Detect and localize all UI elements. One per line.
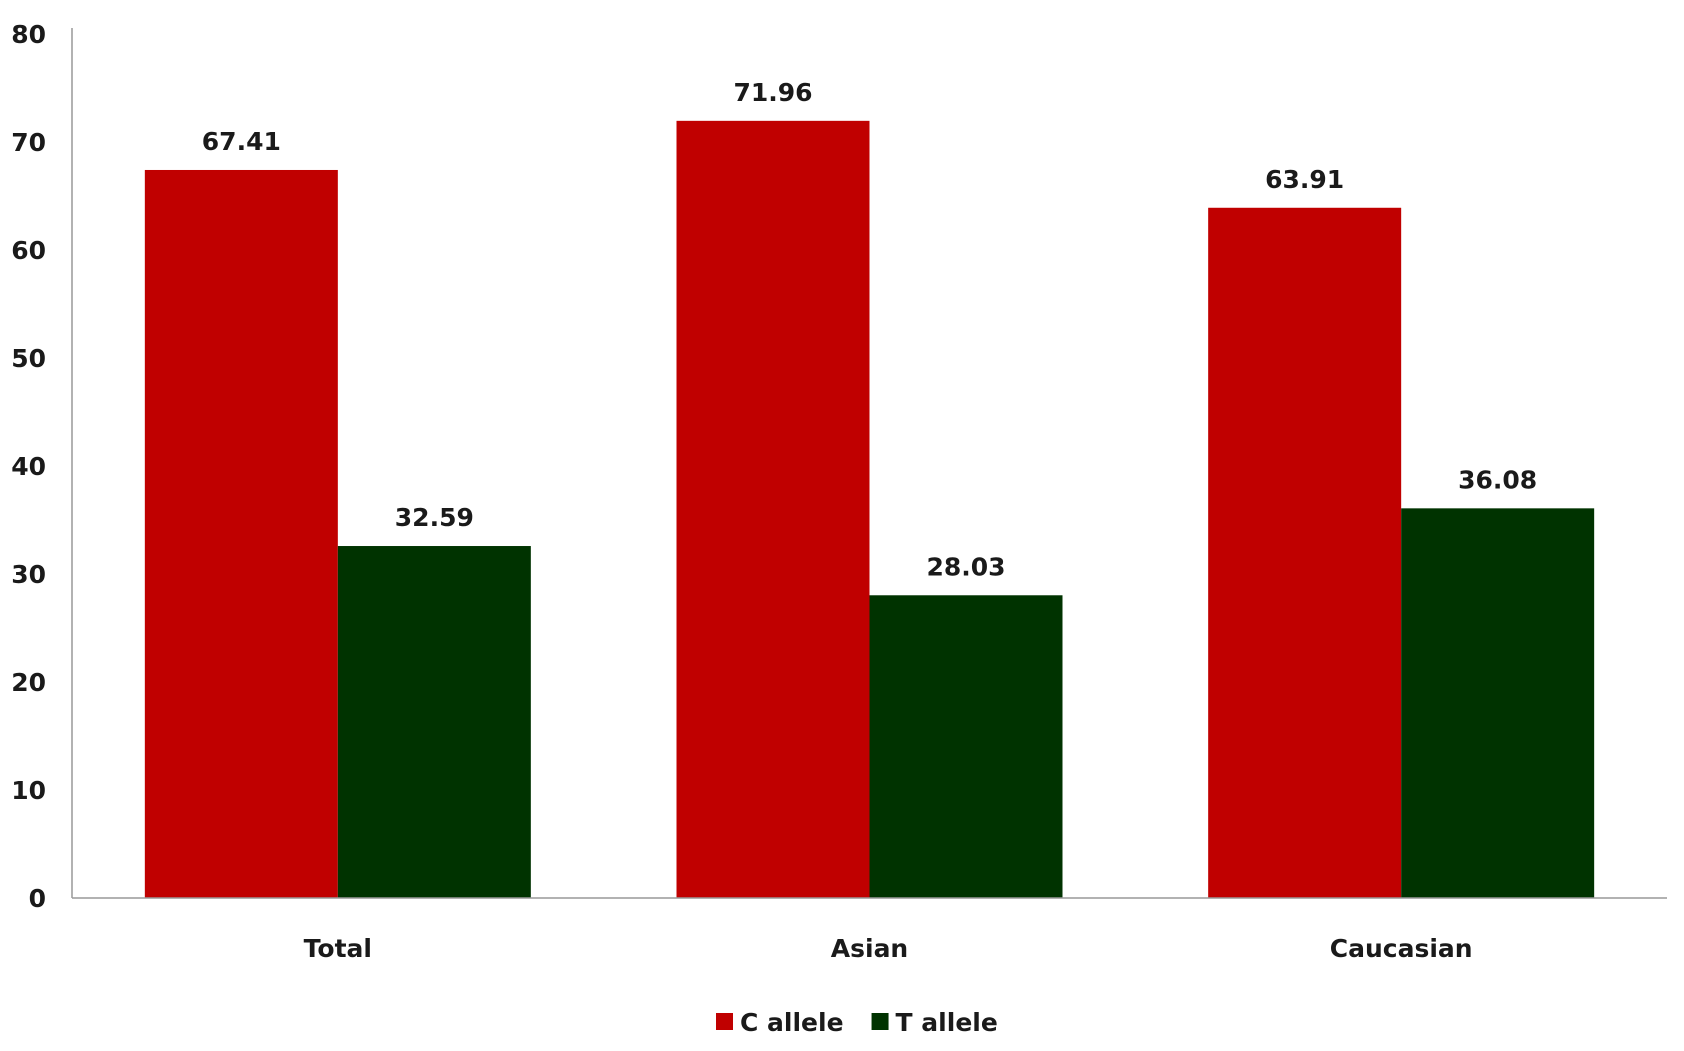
- legend-swatch: [871, 1013, 889, 1030]
- bar-c-allele-caucasian: [1208, 207, 1402, 899]
- y-tick-label: 50: [11, 344, 46, 373]
- y-tick-label: 20: [11, 668, 46, 697]
- x-tick-label: Asian: [831, 934, 908, 963]
- bar-t-allele-total: [337, 546, 531, 898]
- x-tick-label: Caucasian: [1330, 934, 1473, 963]
- bar-c-allele-total: [144, 169, 338, 899]
- y-tick-label: 80: [11, 20, 46, 49]
- y-tick-label: 40: [11, 452, 46, 481]
- data-label: 71.96: [733, 78, 812, 107]
- legend-label: C allele: [740, 1008, 844, 1037]
- legend-swatch: [716, 1013, 733, 1030]
- bar-t-allele-asian: [869, 595, 1063, 898]
- data-label: 63.91: [1265, 165, 1344, 194]
- legend: C allele T allele: [716, 1008, 998, 1037]
- x-axis-ticks: Total Asian Caucasian: [304, 934, 1473, 963]
- data-label: 28.03: [926, 552, 1005, 581]
- y-tick-label: 70: [11, 128, 46, 157]
- y-tick-label: 10: [11, 776, 46, 805]
- legend-label: T allele: [896, 1008, 998, 1037]
- y-tick-label: 30: [11, 560, 46, 589]
- data-labels: 67.41 32.59 71.96 28.03 63.91 36.08: [202, 78, 1537, 581]
- y-tick-label: 0: [29, 884, 46, 913]
- bar-c-allele-asian: [676, 120, 870, 898]
- data-label: 67.41: [202, 127, 281, 156]
- x-tick-label: Total: [304, 934, 372, 963]
- bars: [144, 120, 1595, 899]
- y-tick-label: 60: [11, 236, 46, 265]
- y-axis-ticks: 0 10 20 30 40 50 60 70 80: [11, 20, 46, 913]
- bar-t-allele-caucasian: [1401, 508, 1595, 898]
- data-label: 32.59: [395, 503, 474, 532]
- data-label: 36.08: [1458, 465, 1537, 494]
